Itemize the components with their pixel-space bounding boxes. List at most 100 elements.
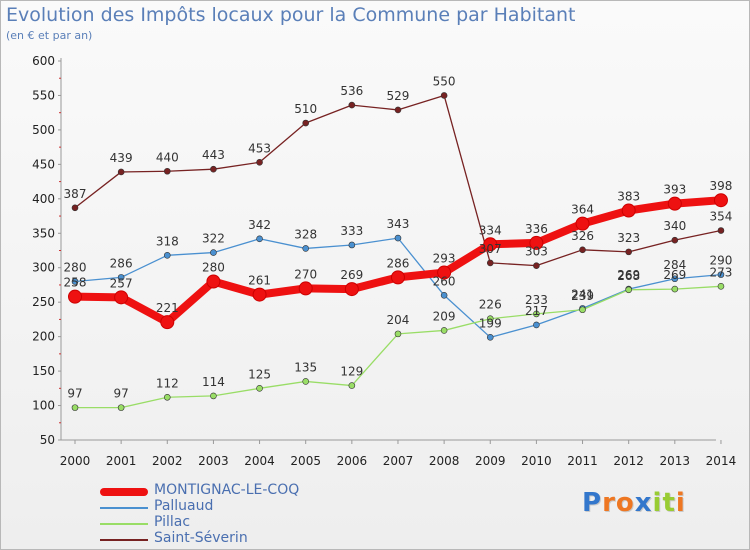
data-label: 336 [525,222,548,236]
data-point [394,330,402,338]
data-point [252,287,267,302]
data-point [348,101,356,109]
x-tick-label: 2010 [521,454,552,468]
x-tick-label: 2014 [706,454,737,468]
data-point [486,334,494,341]
x-tick-label: 2000 [60,454,91,468]
data-label: 393 [663,183,686,197]
data-point [625,248,632,256]
x-tick-label: 2008 [429,454,460,468]
data-point [486,259,494,267]
data-point [440,291,448,299]
data-label: 97 [113,387,128,401]
x-tick-label: 2009 [475,454,506,468]
data-label: 241 [571,287,594,301]
data-label: 443 [202,148,225,162]
data-point [210,249,217,256]
y-tick-label: 200 [32,330,55,344]
data-label: 354 [710,210,733,224]
data-point [117,168,125,176]
data-label: 280 [202,261,225,275]
data-label: 383 [617,190,640,204]
data-point [302,378,310,385]
x-tick-label: 2001 [106,454,137,468]
logo-letter: i [675,488,686,518]
data-point [579,246,586,254]
data-point [394,106,402,114]
data-label: 204 [387,313,410,327]
data-label: 340 [663,219,686,233]
data-point [437,265,452,280]
data-point [210,165,217,173]
x-tick-label: 2011 [567,454,598,468]
data-point [713,193,728,208]
data-point [667,196,682,211]
y-tick-label: 250 [32,295,55,309]
logo-letter: P [582,488,603,518]
proxiti-logo: Proxiti [582,488,686,518]
data-point [575,216,590,231]
logo-letter: o [615,488,635,518]
legend-label-pillac: Pillac [154,514,191,530]
data-label: 261 [248,274,271,288]
data-point [625,286,632,294]
data-point [160,315,175,330]
data-label: 342 [248,218,271,232]
data-label: 97 [67,387,82,401]
data-label: 280 [64,261,87,275]
data-label: 343 [387,217,410,231]
data-label: 125 [248,367,271,381]
data-label: 326 [571,229,594,243]
data-label: 233 [525,293,548,307]
chart-title: Evolution des Impôts locaux pour la Comm… [6,4,576,26]
data-label: 333 [340,224,363,238]
data-label: 536 [340,84,363,98]
data-label: 129 [340,365,363,379]
x-tick-label: 2004 [244,454,275,468]
data-point [394,234,402,242]
data-label: 387 [64,187,87,201]
data-label: 269 [340,268,363,282]
data-label: 114 [202,375,225,389]
data-label: 260 [433,274,456,288]
data-label: 286 [387,256,410,270]
data-point [717,271,725,278]
data-label: 398 [710,179,733,193]
data-label: 286 [110,256,133,270]
y-tick-label: 350 [32,226,55,240]
data-label: 284 [663,258,686,272]
data-point [163,393,171,401]
data-point [163,252,171,259]
data-label: 307 [479,242,502,256]
data-point [440,92,448,99]
y-tick-label: 50 [40,433,55,447]
data-point [533,310,540,318]
y-tick-label: 400 [32,192,55,206]
data-point [71,404,79,411]
x-tick-label: 2012 [613,454,644,468]
data-point [390,270,405,285]
data-point [717,283,725,290]
data-point [117,274,125,281]
legend-swatch-pillac [100,523,148,525]
legend-swatch-montignac [100,488,148,496]
data-point [302,119,310,127]
x-tick-label: 2013 [660,454,691,468]
data-label: 269 [663,268,686,282]
y-tick-label: 600 [32,54,55,68]
legend-label-palluaud: Palluaud [154,498,214,514]
data-label: 112 [156,376,179,390]
data-point [348,241,356,249]
data-point [671,236,679,244]
data-point [533,321,540,329]
data-label: 440 [156,150,179,164]
data-point [117,404,125,411]
data-point [483,237,498,252]
data-label: 364 [571,203,594,217]
data-point [671,275,679,283]
data-point [440,327,448,334]
data-label: 334 [479,223,502,237]
data-label: 453 [248,141,271,155]
data-label: 268 [617,269,640,283]
